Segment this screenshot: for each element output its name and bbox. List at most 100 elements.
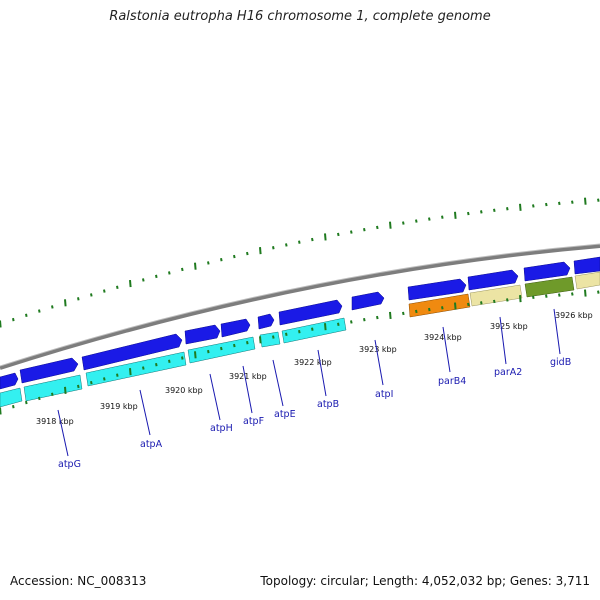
tick-mark bbox=[142, 278, 145, 282]
tick-mark bbox=[311, 327, 314, 331]
tick-mark bbox=[168, 359, 171, 363]
gene-block-tan[interactable] bbox=[469, 284, 523, 307]
tick-mark bbox=[519, 203, 522, 211]
tick-mark bbox=[181, 267, 184, 272]
map-title: Ralstonia eutropha H16 chromosome 1, com… bbox=[109, 9, 491, 24]
tick-mark bbox=[493, 299, 496, 304]
gene-block-cyan[interactable] bbox=[85, 351, 187, 387]
tick-mark bbox=[415, 309, 418, 314]
tick-mark bbox=[285, 332, 288, 337]
forward-genes bbox=[0, 256, 600, 390]
tick-mark bbox=[0, 320, 2, 328]
tick-mark bbox=[194, 351, 197, 359]
tick-mark bbox=[350, 320, 353, 324]
gene-label[interactable]: atpI bbox=[375, 389, 393, 400]
gene-block-cyan[interactable] bbox=[259, 331, 281, 348]
tick-mark bbox=[129, 279, 132, 288]
leader-line bbox=[442, 326, 451, 373]
tick-mark bbox=[402, 311, 405, 316]
tick-mark bbox=[532, 204, 535, 208]
tick-mark bbox=[272, 335, 275, 339]
leader-line bbox=[317, 349, 327, 397]
tick-mark bbox=[220, 258, 223, 262]
tick-mark bbox=[259, 336, 262, 344]
gene-label[interactable]: atpE bbox=[274, 409, 296, 420]
tick-mark bbox=[376, 315, 379, 320]
gene-block-tan[interactable] bbox=[574, 271, 600, 290]
gene-arrow[interactable] bbox=[0, 372, 19, 390]
tick-mark bbox=[155, 362, 158, 367]
gene-arrow[interactable] bbox=[19, 357, 79, 384]
tick-mark bbox=[207, 349, 210, 354]
gene-arrow[interactable] bbox=[523, 261, 571, 282]
gene-label[interactable]: atpG bbox=[58, 459, 81, 470]
gene-arrow[interactable] bbox=[220, 318, 251, 338]
tick-mark bbox=[571, 292, 574, 296]
gene-label[interactable]: atpB bbox=[317, 399, 339, 410]
tick-mark bbox=[298, 240, 301, 244]
tick-mark bbox=[337, 232, 340, 237]
tick-mark bbox=[0, 407, 2, 415]
tick-mark bbox=[12, 405, 15, 409]
tick-mark bbox=[467, 302, 470, 307]
gene-label[interactable]: atpH bbox=[210, 423, 233, 434]
leader-line bbox=[242, 365, 253, 414]
kbp-label: 3923 kbp bbox=[359, 345, 397, 354]
tick-mark bbox=[194, 262, 197, 270]
tick-mark bbox=[363, 318, 366, 322]
gene-arrow[interactable] bbox=[278, 299, 343, 326]
tick-mark bbox=[519, 295, 522, 303]
leader-line bbox=[272, 359, 284, 407]
gene-label[interactable]: gidB bbox=[550, 357, 571, 368]
gene-label-lines bbox=[57, 308, 561, 457]
gene-arrow[interactable] bbox=[257, 313, 275, 330]
gene-block-cyan[interactable] bbox=[0, 387, 23, 408]
outer-tick-row bbox=[0, 197, 600, 328]
tick-mark bbox=[337, 322, 340, 326]
tick-mark bbox=[324, 323, 327, 331]
tick-mark bbox=[220, 346, 223, 351]
tick-mark bbox=[584, 197, 587, 205]
tick-mark bbox=[415, 219, 418, 223]
kbp-label: 3919 kbp bbox=[100, 402, 138, 411]
leader-line bbox=[553, 308, 561, 355]
tick-mark bbox=[103, 377, 106, 381]
gene-labels: atpG atpA atpH atpF atpE atpB atpI parB4… bbox=[58, 357, 571, 470]
kbp-label: 3918 kbp bbox=[36, 417, 74, 426]
tick-mark bbox=[298, 330, 301, 334]
kbp-label: 3924 kbp bbox=[424, 333, 462, 342]
tick-mark bbox=[51, 305, 54, 309]
gene-block-cyan[interactable] bbox=[281, 317, 347, 344]
gene-label[interactable]: parA2 bbox=[494, 367, 522, 378]
tick-mark bbox=[259, 247, 262, 255]
tick-mark bbox=[493, 208, 496, 212]
tick-mark bbox=[506, 298, 509, 302]
inner-tick-row bbox=[0, 289, 600, 415]
tick-mark bbox=[90, 380, 93, 385]
gene-arrow[interactable] bbox=[467, 269, 519, 291]
tick-mark bbox=[12, 317, 15, 322]
gene-arrow[interactable] bbox=[407, 278, 467, 301]
kbp-label: 3921 kbp bbox=[229, 372, 267, 381]
gene-label[interactable]: atpA bbox=[140, 439, 163, 450]
tick-mark bbox=[506, 207, 509, 211]
tick-mark bbox=[103, 289, 106, 293]
kbp-labels: 3918 kbp 3919 kbp 3920 kbp 3921 kbp 3922… bbox=[36, 311, 593, 426]
kbp-label: 3926 kbp bbox=[555, 311, 593, 320]
gene-label[interactable]: atpF bbox=[243, 416, 264, 427]
tick-mark bbox=[532, 295, 535, 300]
gene-arrow[interactable] bbox=[184, 324, 221, 345]
kbp-label: 3925 kbp bbox=[490, 322, 528, 331]
gene-arrow[interactable] bbox=[81, 333, 183, 371]
gene-arrow[interactable] bbox=[573, 256, 600, 275]
gene-label[interactable]: parB4 bbox=[438, 376, 466, 387]
tick-mark bbox=[428, 307, 431, 312]
gene-block-cyan[interactable] bbox=[23, 374, 83, 402]
gene-block-olive[interactable] bbox=[524, 276, 575, 298]
gene-arrow[interactable] bbox=[351, 291, 385, 311]
tick-mark bbox=[51, 392, 54, 397]
gene-block-orange[interactable] bbox=[408, 293, 471, 318]
tick-mark bbox=[363, 227, 366, 232]
